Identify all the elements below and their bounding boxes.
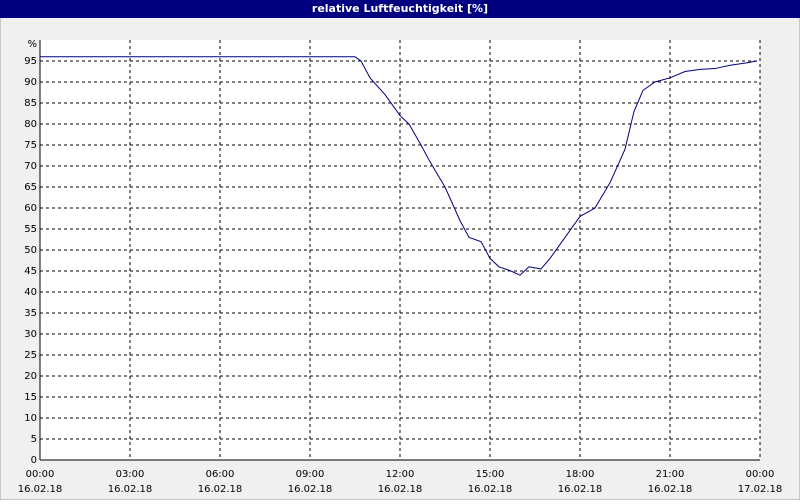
x-tick-date: 16.02.18: [468, 484, 513, 495]
x-tick-label: 09:00: [296, 469, 325, 480]
y-tick-label: 5: [31, 434, 37, 445]
x-tick-label: 21:00: [656, 469, 685, 480]
y-tick-label: 80: [24, 119, 37, 130]
x-tick-label: 12:00: [386, 469, 415, 480]
x-tick-date: 16.02.18: [198, 484, 243, 495]
y-tick-label: 95: [24, 56, 37, 67]
y-tick-label: 30: [24, 329, 37, 340]
y-tick-label: 75: [24, 140, 37, 151]
y-tick-label: 60: [24, 203, 37, 214]
y-tick-label: 15: [24, 392, 37, 403]
y-tick-label: 45: [24, 266, 37, 277]
x-tick-label: 15:00: [476, 469, 505, 480]
y-tick-label: 65: [24, 182, 37, 193]
y-unit: %: [27, 39, 37, 50]
y-tick-label: 90: [24, 77, 37, 88]
y-tick-label: 70: [24, 161, 37, 172]
y-tick-label: 40: [24, 287, 37, 298]
data-line: [40, 56, 758, 276]
x-tick-date: 17.02.18: [738, 484, 783, 495]
x-tick-date: 16.02.18: [558, 484, 603, 495]
y-tick-label: 35: [24, 308, 37, 319]
x-tick-date: 16.02.18: [288, 484, 333, 495]
x-tick-date: 16.02.18: [108, 484, 153, 495]
x-tick-label: 18:00: [566, 469, 595, 480]
x-tick-date: 16.02.18: [18, 484, 63, 495]
y-tick-label: 55: [24, 224, 37, 235]
x-tick-date: 16.02.18: [648, 484, 693, 495]
y-tick-label: 50: [24, 245, 37, 256]
y-tick-label: 20: [24, 371, 37, 382]
y-tick-label: 85: [24, 98, 37, 109]
x-tick-label: 00:00: [26, 469, 55, 480]
x-tick-label: 00:00: [746, 469, 775, 480]
y-tick-label: 25: [24, 350, 37, 361]
y-tick-label: 10: [24, 413, 37, 424]
title-bar: [0, 0, 800, 18]
chart-title: relative Luftfeuchtigkeit [%]: [312, 2, 488, 15]
y-tick-label: 0: [31, 455, 37, 466]
x-tick-date: 16.02.18: [378, 484, 423, 495]
x-tick-label: 06:00: [206, 469, 235, 480]
x-tick-label: 03:00: [116, 469, 145, 480]
